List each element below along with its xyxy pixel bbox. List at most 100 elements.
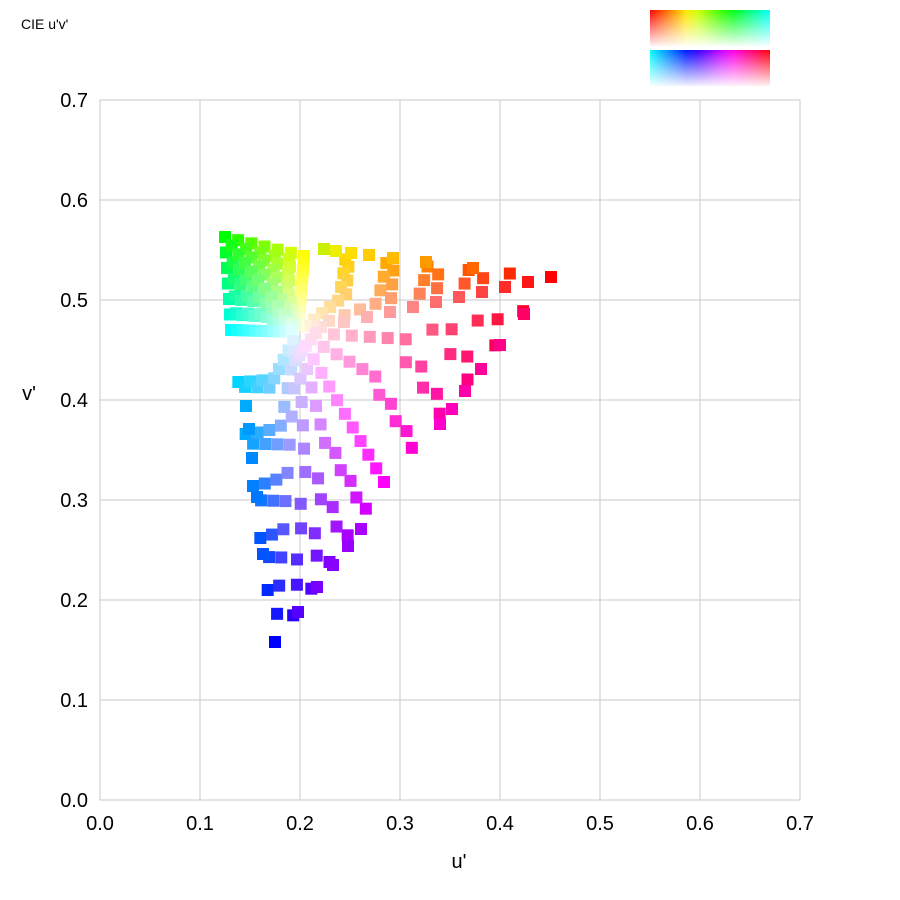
gamut-sample-point	[253, 260, 266, 273]
gamut-sample-point	[287, 382, 300, 395]
gamut-sample-point	[491, 313, 504, 326]
gamut-sample-point	[350, 491, 363, 504]
data-point	[387, 252, 399, 264]
gamut-sample-point	[277, 523, 290, 536]
x-tick-label: 0.4	[486, 813, 514, 835]
gamut-sample-point	[294, 497, 307, 510]
data-point	[327, 559, 339, 571]
gamut-sample-point	[399, 333, 412, 346]
gamut-sample-point	[461, 350, 474, 363]
gamut-sample-point	[279, 495, 292, 508]
x-tick-label: 0.5	[586, 813, 614, 835]
data-point	[518, 308, 530, 320]
gamut-sample-point	[298, 442, 311, 455]
data-point	[330, 245, 342, 257]
data-point	[311, 581, 323, 593]
gamut-sample-point	[522, 276, 534, 288]
y-tick-label: 0.6	[60, 190, 88, 212]
gamut-sample-point	[258, 477, 271, 490]
y-tick-label: 0.2	[60, 590, 88, 612]
y-axis-label: v'	[22, 383, 36, 405]
data-point	[269, 636, 281, 648]
gamut-sample-point	[285, 363, 298, 376]
gamut-sample-point	[361, 311, 373, 323]
gamut-sample-point	[354, 435, 367, 448]
y-tick-label: 0.4	[60, 390, 88, 412]
gamut-sample-point	[295, 396, 308, 408]
gamut-sample-point	[343, 355, 356, 368]
gamut-sample-point	[400, 425, 413, 438]
gamut-sample-point	[418, 274, 431, 287]
gamut-sample-point	[387, 264, 400, 277]
gamut-sample-point	[346, 421, 359, 434]
gamut-sample-point	[334, 464, 347, 477]
gamut-sample-point	[263, 381, 276, 394]
data-point	[420, 256, 432, 268]
gamut-sample-point	[294, 372, 307, 385]
gamut-sample-point	[407, 301, 419, 313]
gamut-sample-point	[271, 607, 284, 620]
data-point	[243, 423, 255, 435]
gamut-sample-point	[278, 400, 291, 413]
gamut-sample-point	[444, 348, 457, 361]
gamut-sample-point	[430, 387, 443, 400]
x-tick-label: 0.3	[386, 813, 414, 835]
gamut-sample-point	[327, 328, 340, 341]
gamut-sample-point	[315, 366, 328, 379]
gamut-sample-point	[273, 579, 286, 592]
gamut-sample-point	[277, 353, 290, 366]
gamut-sample-point	[373, 388, 386, 401]
data-point	[292, 606, 304, 618]
gamut-sample-point	[295, 522, 308, 535]
gamut-sample-point	[453, 291, 465, 303]
gamut-sample-point	[477, 272, 490, 285]
gamut-sample-point	[283, 438, 296, 451]
gamut-sample-point	[433, 407, 446, 420]
data-point	[363, 249, 375, 261]
gamut-sample-point	[254, 532, 267, 544]
gamut-sample-point	[389, 415, 402, 428]
gamut-sample-point	[415, 360, 428, 373]
gamut-sample-point	[378, 476, 390, 488]
gamut-sample-point	[307, 353, 320, 366]
y-tick-label: 0.5	[60, 290, 88, 312]
gamut-sample-point	[285, 410, 298, 423]
data-point	[434, 418, 446, 430]
gamut-sample-point	[309, 327, 322, 340]
gamut-sample-point	[305, 381, 318, 394]
gamut-sample-point	[283, 253, 296, 266]
gamut-sample-point	[247, 480, 259, 492]
gamut-sample-point	[299, 466, 312, 478]
legend-swatch-bottom	[650, 50, 770, 86]
gamut-sample-point	[503, 267, 516, 280]
gamut-sample-point	[326, 501, 339, 514]
gamut-sample-point	[399, 356, 412, 369]
gamut-sample-point	[344, 474, 357, 487]
gamut-sample-point	[317, 340, 330, 353]
gamut-sample-point	[272, 363, 285, 376]
data-point	[467, 262, 479, 274]
gamut-sample-point	[290, 578, 303, 591]
gamut-sample-point	[284, 246, 297, 259]
gamut-sample-point	[341, 529, 354, 542]
gamut-sample-point	[301, 362, 314, 375]
gamut-sample-point	[384, 397, 397, 410]
gamut-sample-point	[476, 286, 488, 298]
data-point	[475, 363, 487, 375]
x-tick-label: 0.2	[286, 813, 314, 835]
gamut-sample-point	[314, 493, 327, 506]
x-tick-label: 0.1	[186, 813, 214, 835]
gamut-sample-point	[369, 370, 382, 383]
data-point	[240, 400, 252, 412]
x-tick-label: 0.7	[786, 813, 814, 835]
gamut-sample-point	[247, 437, 260, 450]
data-point	[494, 339, 506, 351]
gamut-sample-point	[253, 291, 266, 304]
data-points	[219, 231, 557, 648]
gamut-sample-point	[281, 466, 294, 479]
gamut-sample-point	[274, 419, 287, 432]
gamut-sample-point	[338, 316, 350, 328]
gamut-sample-point	[310, 399, 323, 412]
gamut-sample-point	[432, 268, 445, 281]
